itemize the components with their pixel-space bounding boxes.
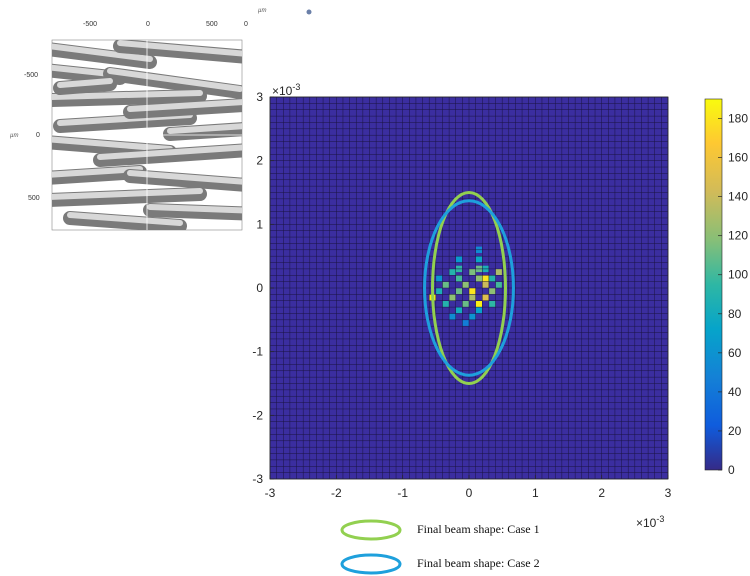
inset-rod-group (52, 40, 242, 230)
heatmap-cell (455, 307, 463, 314)
heatmap-cell (475, 275, 483, 282)
inset-ytick-2: 0 (36, 132, 40, 139)
y-tick-label: 3 (256, 90, 263, 104)
heatmap-cell (449, 268, 456, 276)
heatmap-cell (475, 256, 483, 263)
inset-xtick-2: 0 (146, 21, 150, 28)
x-tick-label: -1 (397, 486, 408, 500)
heatmap-cell (462, 300, 469, 308)
heatmap-cell (488, 288, 496, 295)
inset-rod-highlight (167, 123, 242, 134)
y-tick-label: 2 (256, 154, 263, 168)
heatmap-cell (475, 300, 483, 308)
heatmap-cell (435, 275, 443, 282)
colorbar: 180 160 140 120 100 80 60 40 20 0 (704, 98, 748, 477)
fiber-geometry-inset: -500 0 500 0 -500 0 500 µm µm (10, 8, 312, 231)
heatmap-cell (455, 288, 463, 295)
y-tick-label: -2 (252, 408, 263, 422)
y-tick-label: -1 (252, 345, 263, 359)
inset-rod-highlight (107, 68, 242, 92)
heatmap-cell (455, 275, 463, 282)
heatmap-cell (462, 281, 469, 288)
inset-rod-highlight (97, 144, 242, 160)
colorbar-tick-label: 100 (728, 268, 748, 282)
inset-rod-highlight (52, 90, 203, 100)
inset-rod-highlight (127, 170, 242, 185)
heatmap-cell (475, 307, 483, 314)
beam-ellipse-case2 (423, 199, 515, 377)
heatmap-cell (469, 268, 476, 276)
inset-xtick-3: 500 (206, 21, 218, 28)
y-tick-label: -3 (252, 472, 263, 486)
colorbar-tick-label: 40 (728, 385, 742, 399)
x-exponent-label: ×10-3 (636, 514, 664, 530)
x-tick-label: 1 (532, 486, 539, 500)
x-axis: -3 -2 -1 0 1 2 3 (265, 475, 672, 500)
x-tick-label: 2 (598, 486, 605, 500)
inset-unit-y: µm (10, 133, 18, 139)
heatmap-cell (442, 281, 450, 288)
colorbar-tick-label: 180 (728, 112, 748, 126)
inset-unit-x: µm (258, 8, 266, 14)
heatmap-cell (449, 294, 456, 301)
legend-label-case1: Final beam shape: Case 1 (417, 522, 540, 536)
colorbar-ticks: 180 160 140 120 100 80 60 40 20 0 (718, 112, 748, 477)
heatmap-cell (488, 300, 496, 308)
inset-ytick-3: 500 (28, 195, 40, 202)
heatmap-cell (488, 275, 496, 282)
y-tick-label: 0 (256, 281, 263, 295)
heatmap-gridlines (269, 96, 669, 480)
heatmap-cell (449, 313, 456, 320)
heatmap-plot: -3 -2 -1 0 1 2 3 3 2 1 0 -1 -2 -3 ×10-3 ×10-3 (252, 82, 671, 530)
colorbar-tick-label: 20 (728, 424, 742, 438)
heatmap-cell (442, 300, 450, 308)
inset-toolbar-icon (306, 9, 312, 15)
heatmap-cell (482, 281, 489, 288)
inset-rod-highlight (67, 212, 183, 226)
colorbar-tick-label: 0 (728, 463, 735, 477)
x-tick-label: 3 (665, 486, 672, 500)
beam-ellipses (423, 191, 515, 385)
legend-swatch-case2 (340, 553, 402, 575)
inset-rod-highlight (52, 166, 143, 178)
inset-rod-highlight (117, 40, 242, 57)
inset-rod-highlight (52, 188, 203, 200)
inset-rod-highlight (52, 43, 153, 62)
heatmap-cell (462, 319, 469, 327)
heatmap-cell (482, 294, 489, 301)
y-tick-label: 1 (256, 217, 263, 231)
colorbar-tick-label: 60 (728, 346, 742, 360)
heatmap-cell (469, 288, 476, 295)
heatmap-cell (495, 281, 503, 288)
inset-rod-highlight (57, 78, 113, 88)
inset-rod-highlight (52, 136, 173, 152)
heatmap-cell (469, 313, 476, 320)
x-tick-label: 0 (466, 486, 473, 500)
beam-ellipse-case1 (431, 191, 507, 385)
colorbar-tick-label: 80 (728, 307, 742, 321)
heatmap-cell (469, 294, 476, 301)
inset-fiber-rods (52, 40, 242, 230)
inset-ytick-1: -500 (24, 72, 38, 79)
inset-rod-highlight (127, 99, 242, 112)
legend-swatch-case1 (340, 519, 402, 541)
heatmap-cell (482, 275, 489, 282)
y-exponent-label: ×10-3 (272, 82, 300, 98)
inset-rod-highlight (147, 204, 242, 214)
inset-xtick-4: 0 (244, 21, 248, 28)
heatmap-cell (455, 256, 463, 263)
colorbar-tick-label: 120 (728, 229, 748, 243)
x-tick-label: -3 (265, 486, 276, 500)
legend (340, 519, 402, 575)
colorbar-gradient (704, 98, 723, 471)
x-tick-label: -2 (331, 486, 342, 500)
legend-label-case2: Final beam shape: Case 2 (417, 556, 540, 570)
colorbar-tick-label: 140 (728, 190, 748, 204)
y-axis: 3 2 1 0 -1 -2 -3 (252, 90, 274, 486)
inset-xtick-1: -500 (83, 21, 97, 28)
heatmap-cell (435, 288, 443, 295)
heatmap-cell (495, 268, 503, 276)
colorbar-tick-label: 160 (728, 151, 748, 165)
